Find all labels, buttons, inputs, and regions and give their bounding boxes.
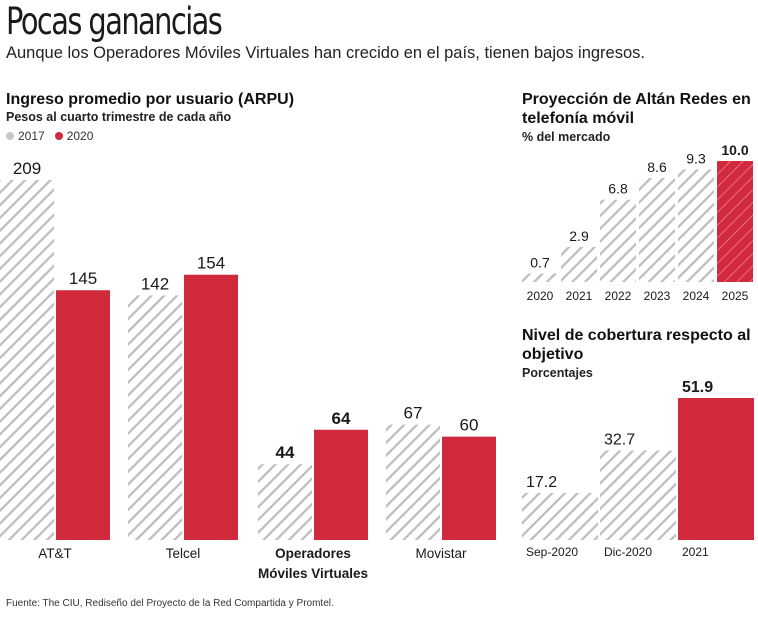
bar-2017-at-t — [0, 180, 54, 540]
value-label-2017-operadores-m-viles-virtuales: 44 — [276, 443, 295, 462]
value-label-2017-at-t: 209 — [13, 159, 41, 178]
coverage-chart: 17.2 Sep-2020 32.7 Dic-2020 51.9 2021 — [522, 379, 754, 559]
arpu-subtitle: Pesos al cuarto trimestre de cada año — [6, 110, 232, 124]
bar-2022 — [600, 199, 636, 282]
period-label-dic-2020: Dic-2020 — [604, 545, 652, 559]
altan-title: Proyección de Altán Redes en telefonía m… — [522, 91, 751, 127]
bar-2020-operadores-m-viles-virtuales — [314, 429, 368, 540]
bar-2020 — [522, 273, 558, 282]
arpu-title: Ingreso promedio por usuario (ARPU) — [6, 91, 295, 108]
category-label-operadores-m-viles-virtuales-line-2: Móviles Virtuales — [258, 566, 368, 581]
value-label-2017-movistar: 67 — [404, 404, 423, 423]
value-label-2020-telcel: 154 — [197, 254, 225, 273]
year-label-2020: 2020 — [527, 289, 554, 303]
category-label-telcel: Telcel — [166, 546, 201, 561]
bar-2021 — [678, 398, 754, 540]
legend-dot-2017 — [6, 132, 14, 140]
legend-item-2020: 2020 — [54, 129, 94, 143]
category-label-operadores-m-viles-virtuales-line-1: Operadores — [275, 546, 351, 561]
legend: 2017 2020 — [6, 129, 103, 143]
chart-subtitle: Aunque los Operadores Móviles Virtuales … — [6, 44, 645, 62]
year-label-2021: 2021 — [566, 289, 593, 303]
bar-2017-movistar — [386, 424, 440, 540]
value-label-2025: 10.0 — [721, 142, 748, 158]
chart-title: Pocas ganancias — [6, 0, 223, 43]
bar-2023 — [639, 177, 675, 282]
coverage-subtitle: Porcentajes — [522, 366, 593, 380]
value-label-dic-2020: 32.7 — [604, 432, 635, 449]
legend-item-2017: 2017 — [6, 129, 45, 143]
bar-2020-movistar — [442, 436, 496, 540]
value-label-2024: 9.3 — [686, 150, 706, 166]
value-label-2020: 0.7 — [530, 255, 550, 271]
category-label-at-t: AT&T — [38, 546, 72, 561]
category-label-movistar: Movistar — [415, 546, 467, 561]
value-label-2020-operadores-m-viles-virtuales: 64 — [332, 409, 351, 428]
arpu-chart: 209 145 AT&T 142 154 Telcel 44 64 Operadores Móvi… — [0, 159, 496, 581]
value-label-2017-telcel: 142 — [141, 274, 169, 293]
bar-dic-2020 — [600, 450, 676, 540]
period-label-sep-2020: Sep-2020 — [526, 545, 578, 559]
value-label-2022: 6.8 — [608, 181, 628, 197]
bar-2017-telcel — [128, 295, 182, 540]
bar-sep-2020 — [522, 492, 598, 540]
altan-chart: 0.7 2020 2.9 2021 6.8 2022 8.6 2023 9.3 2024 10.0 2… — [522, 142, 753, 303]
coverage-title: Nivel de cobertura respecto al objetivo — [522, 327, 751, 363]
legend-dot-2020 — [54, 132, 63, 140]
bar-2024 — [678, 169, 714, 282]
value-label-2020-at-t: 145 — [69, 269, 97, 288]
value-label-2023: 8.6 — [647, 159, 667, 175]
value-label-2021: 2.9 — [569, 228, 589, 244]
period-label-2021: 2021 — [682, 545, 709, 559]
altan-subtitle: % del mercado — [522, 130, 611, 144]
value-label-2020-movistar: 60 — [460, 416, 479, 435]
year-label-2022: 2022 — [605, 289, 632, 303]
bar-2021 — [561, 246, 597, 282]
bar-2025 — [717, 161, 753, 282]
legend-label-2020: 2020 — [66, 129, 94, 143]
value-label-sep-2020: 17.2 — [526, 474, 557, 491]
value-label-2021: 51.9 — [682, 379, 713, 396]
bar-2020-at-t — [56, 290, 110, 540]
bar-2017-operadores-m-viles-virtuales — [258, 464, 312, 540]
year-label-2024: 2024 — [683, 289, 710, 303]
bar-2020-telcel — [184, 274, 238, 540]
year-label-2025: 2025 — [722, 289, 749, 303]
year-label-2023: 2023 — [644, 289, 671, 303]
legend-label-2017: 2017 — [18, 129, 45, 143]
source-note: Fuente: The CIU, Rediseño del Proyecto d… — [6, 598, 334, 609]
